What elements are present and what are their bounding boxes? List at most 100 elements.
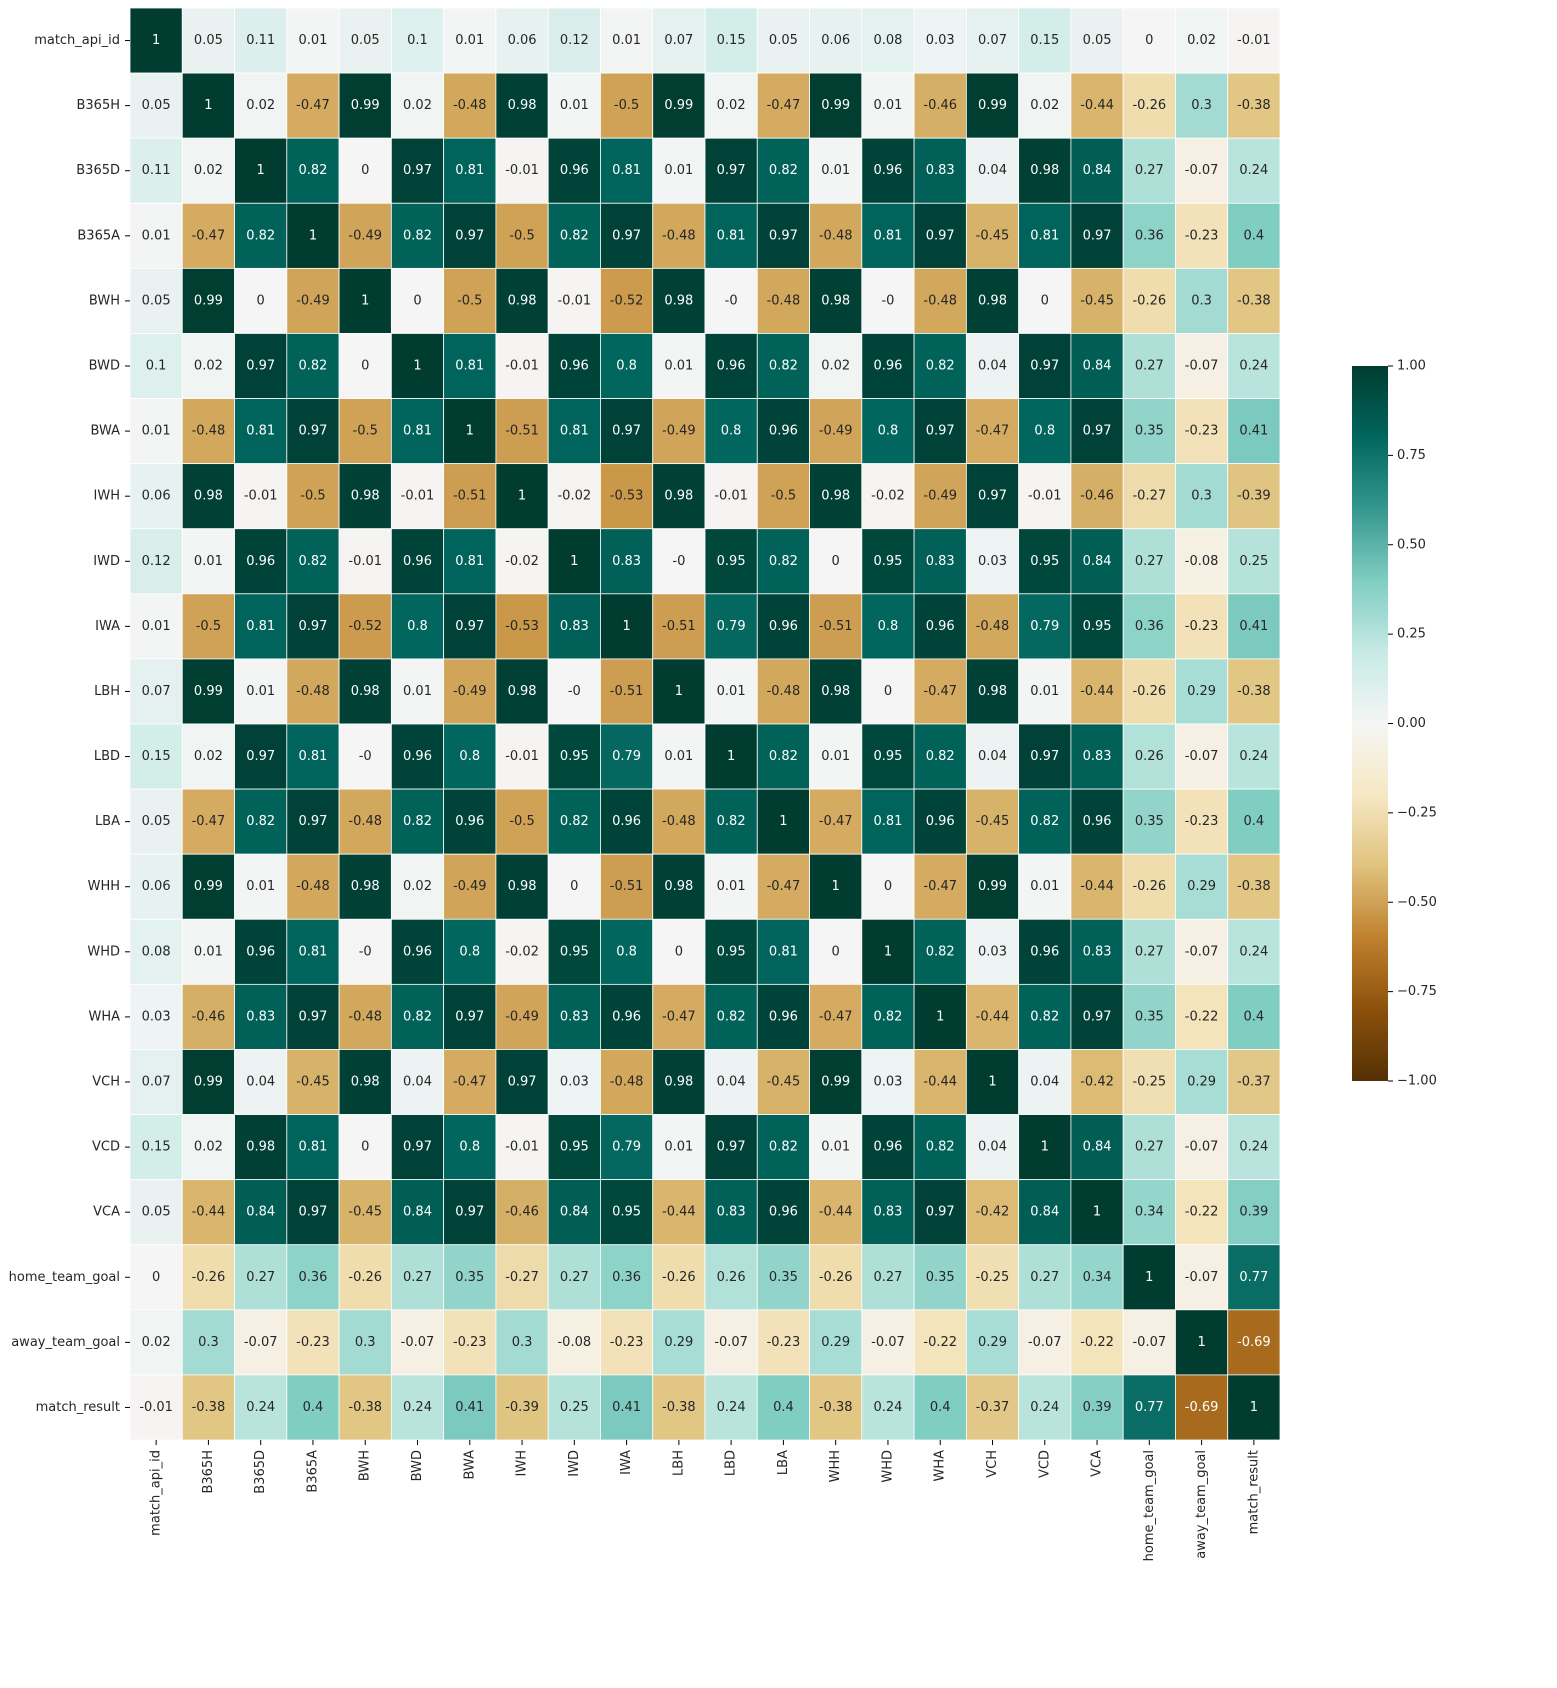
heatmap-cell [704,658,758,725]
cell-value-label: 0.98 [664,489,693,504]
cell-value-label: -0.26 [348,1270,382,1285]
y-tick-label: IWH [94,489,120,504]
cell-value-label: 0.95 [1030,554,1059,569]
cell-value-label: 0.29 [821,1335,850,1350]
x-tick-label: LBD [724,1450,739,1476]
cell-value-label: 0.82 [717,814,746,829]
y-tick-label: IWD [93,554,120,569]
cell-value-label: 0.96 [873,1140,902,1155]
heatmap-cell [1175,72,1229,139]
heatmap-cell [600,202,654,269]
heatmap-cell [547,72,601,139]
cell-value-label: 0.04 [978,359,1007,374]
heatmap-cell [756,72,810,139]
cell-value-label: 0.82 [1030,814,1059,829]
heatmap-cell [756,398,810,465]
y-tick-label: BWA [91,424,121,439]
cell-value-label: 0.99 [821,1075,850,1090]
cell-value-label: 0.36 [1135,619,1164,634]
cell-value-label: 0.04 [978,1140,1007,1155]
heatmap-cell [390,983,445,1050]
cell-value-label: 0.41 [1239,424,1268,439]
heatmap-cell [234,853,288,920]
heatmap-cell [390,658,445,725]
heatmap-cell [756,1244,810,1311]
heatmap-cell [181,463,235,530]
cell-value-label: 0.82 [717,1009,746,1024]
heatmap-cell [286,918,340,985]
cell-value-label: 0.01 [664,163,693,178]
heatmap-cell [809,1374,863,1441]
cell-value-label: 0.01 [194,944,223,959]
heatmap-cell [861,267,915,334]
heatmap-cell [965,1244,1020,1311]
x-tick-label: VCH [985,1450,1000,1478]
y-tick-label: LBD [94,749,120,764]
cell-value-label: 0.96 [403,554,432,569]
heatmap-cell [1175,333,1229,399]
cell-value-label: 0.27 [1135,944,1164,959]
heatmap-cell [338,72,392,139]
cell-value-label: 0.07 [978,33,1007,48]
cell-value-label: -0.51 [505,424,539,439]
cell-value-label: -0.48 [819,228,853,243]
heatmap-cell [756,333,810,399]
cell-value-label: 1 [1145,1270,1153,1285]
cell-value-label: 0.95 [717,944,746,959]
cell-value-label: 0.81 [246,619,275,634]
colorbar-tick-label: −0.75 [1397,984,1437,999]
heatmap-cell [1070,1114,1124,1181]
cell-value-label: -0.47 [662,1009,696,1024]
cell-value-label: -0.48 [662,814,696,829]
cell-value-label: -0.38 [1237,293,1271,308]
cell-value-label: -0.42 [976,1205,1010,1220]
colorbar-tick-label: −0.50 [1397,895,1437,910]
cell-value-label: 0.3 [198,1335,219,1350]
cell-value-label: 0.03 [142,1009,171,1024]
heatmap-cell [181,202,235,269]
cell-value-label: 0.95 [560,1140,589,1155]
cell-value-label: 0.03 [978,944,1007,959]
cell-value-label: -0.01 [505,359,539,374]
heatmap-cell [1018,333,1072,399]
cell-value-label: -0.07 [1185,359,1219,374]
heatmap-cell [756,853,810,920]
x-tick-label: VCD [1037,1450,1052,1478]
cell-value-label: -0.01 [348,554,382,569]
heatmap-cell [181,1374,235,1441]
x-tick-label: match_api_id [149,1450,164,1536]
cell-value-label: 0.4 [1244,1009,1265,1024]
cell-value-label: 0.83 [873,1205,902,1220]
cell-value-label: 0.95 [717,554,746,569]
heatmap-cell [1122,528,1176,595]
heatmap-cell [809,72,863,139]
x-axis: match_api_id B365H B365D B365A BWH BWD BWA IWH I… [149,1440,1261,1561]
cell-value-label: 0.02 [194,359,223,374]
cell-value-label: 0.26 [717,1270,746,1285]
heatmap-cell [547,1049,601,1115]
heatmap-cell [965,658,1020,725]
cell-value-label: -0.5 [300,489,325,504]
y-tick-label: match_result [36,1400,120,1415]
cell-value-label: 0.97 [246,749,275,764]
cell-value-label: 0.01 [560,98,589,113]
heatmap-cell [234,72,288,139]
heatmap-cell [600,398,654,465]
cell-value-label: -0.49 [453,879,487,894]
heatmap-cell [704,528,758,595]
x-tick-label: B365H [201,1450,216,1494]
heatmap-cell [756,463,810,530]
cell-value-label: 0.97 [1030,359,1059,374]
heatmap-cell [965,7,1020,74]
cell-value-label: 0.98 [664,1075,693,1090]
cell-value-label: 0.82 [769,359,798,374]
heatmap-cell [1122,463,1176,530]
heatmap-cell [443,1114,497,1181]
cell-value-label: -0.69 [1237,1335,1271,1350]
cell-value-label: 0.97 [926,228,955,243]
heatmap-cell [129,137,183,204]
cell-value-label: 0.98 [978,293,1007,308]
heatmap-cell [704,853,758,920]
heatmap-cell [809,398,863,465]
cell-value-label: 0.97 [455,1009,484,1024]
